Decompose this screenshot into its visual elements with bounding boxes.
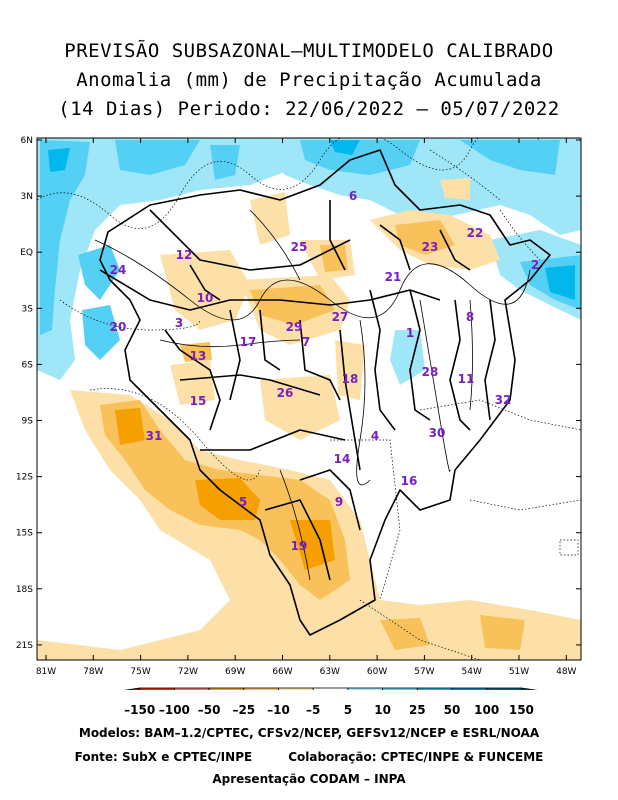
basin-label: 20 — [110, 320, 127, 334]
basin-label: 22 — [467, 226, 484, 240]
legend-swatch — [139, 687, 175, 690]
legend-tick-label: –150 — [124, 703, 156, 717]
legend-swatch — [173, 687, 210, 690]
legend-tick-label: –10 — [267, 703, 290, 717]
latitude-label: 6N — [21, 136, 33, 146]
longitude-label: 75W — [130, 667, 150, 677]
positive-anomaly-strong — [48, 140, 575, 300]
basin-label: 26 — [277, 386, 294, 400]
basin-label: 25 — [291, 240, 308, 254]
latitude-label: 12S — [16, 473, 33, 483]
precipitation-anomaly-map: 1 2 3 4 5 6 7 8 9 10 11 12 13 14 15 16 1… — [16, 136, 582, 690]
basin-label: 8 — [466, 310, 474, 324]
footer-source: Fonte: SubX e CPTEC/INPE — [74, 750, 253, 764]
legend-swatch — [312, 687, 349, 690]
basin-label: 23 — [422, 240, 439, 254]
basin-label: 3 — [175, 316, 183, 330]
basin-label: 29 — [286, 320, 303, 334]
map-title-line1: PREVISÃO SUBSAZONAL–MULTIMODELO CALIBRAD… — [64, 40, 554, 62]
basin-label: 14 — [334, 452, 351, 466]
map-title-line3: (14 Dias) Periodo: 22/06/2022 – 05/07/20… — [58, 98, 560, 120]
latitude-label: 9S — [22, 417, 34, 427]
footer-collaboration: Colaboração: CPTEC/INPE & FUNCEME — [288, 750, 544, 764]
latitude-label: 6S — [22, 360, 34, 370]
basin-label: 4 — [371, 429, 379, 443]
footer-credits: Fonte: SubX e CPTEC/INPE Colaboração: CP… — [0, 750, 618, 764]
basin-label: 1 — [406, 326, 414, 340]
legend-tick-label: 5 — [343, 703, 353, 717]
river-network — [94, 209, 531, 581]
basin-label: 7 — [302, 335, 310, 349]
basin-label: 10 — [197, 291, 214, 305]
axis-ticks — [37, 138, 581, 660]
longitude-label: 78W — [83, 667, 103, 677]
longitude-label: 54W — [462, 667, 482, 677]
longitude-label: 57W — [414, 667, 434, 677]
latitude-label: 3S — [22, 304, 34, 314]
basin-label: 30 — [429, 426, 446, 440]
legend-swatch — [347, 687, 383, 690]
legend-swatch — [486, 687, 522, 690]
basin-label: 11 — [458, 372, 475, 386]
latitude-label: 21S — [16, 641, 33, 651]
basin-label: 9 — [335, 495, 343, 509]
political-borders — [37, 138, 581, 660]
basin-label: 15 — [190, 394, 207, 408]
basin-label: 16 — [401, 474, 418, 488]
basin-label: 5 — [239, 495, 247, 509]
longitude-label: 66W — [272, 667, 292, 677]
map-title-line2: Anomalia (mm) de Precipitação Acumulada — [76, 69, 542, 91]
legend-tick-label: 10 — [374, 703, 391, 717]
longitude-labels: 81W 78W 75W 72W 69W 66W 63W 60W 57W 54W 51W 48W — [36, 667, 577, 677]
latitude-label: 15S — [16, 529, 33, 539]
basin-label: 27 — [332, 310, 349, 324]
latitude-label: 3N — [21, 192, 33, 202]
longitude-label: 60W — [367, 667, 387, 677]
basin-labels: 1 2 3 4 5 6 7 8 9 10 11 12 13 14 15 16 1… — [110, 189, 540, 553]
legend-swatch — [416, 687, 453, 690]
legend-swatch — [451, 687, 488, 690]
basin-label: 17 — [240, 335, 257, 349]
legend-tick-label: –50 — [197, 703, 221, 717]
basin-label: 12 — [176, 248, 193, 262]
legend-tick-label: –100 — [158, 703, 190, 717]
color-legend-bar — [123, 687, 538, 690]
basin-label: 13 — [190, 349, 207, 363]
legend-tick-label: 150 — [508, 703, 534, 717]
longitude-label: 72W — [178, 667, 198, 677]
longitude-label: 51W — [509, 667, 529, 677]
longitude-label: 81W — [36, 667, 56, 677]
longitude-label: 69W — [225, 667, 245, 677]
basin-boundaries — [99, 149, 551, 636]
legend-tick-label: 50 — [443, 703, 461, 717]
legend-tick-label: 25 — [408, 703, 426, 717]
footer-presentation: Apresentação CODAM – INPA — [212, 772, 406, 786]
legend-swatch — [521, 687, 538, 690]
legend-tick-label: –25 — [232, 703, 256, 717]
legend-tick-label: –5 — [306, 703, 321, 717]
basin-label: 2 — [531, 258, 539, 272]
basin-label: 6 — [349, 189, 357, 203]
latitude-labels: 6N 3N EQ 3S 6S 9S 12S 15S 18S 21S — [16, 136, 33, 651]
map-frame — [36, 137, 582, 661]
legend-swatch — [123, 687, 141, 690]
basin-label: 31 — [146, 429, 163, 443]
longitude-label: 63W — [320, 667, 340, 677]
basin-label: 18 — [342, 372, 359, 386]
latitude-label: EQ — [20, 248, 33, 258]
legend-tick-label: 100 — [474, 703, 500, 717]
legend-swatch — [243, 687, 279, 690]
footer-models: Modelos: BAM–1.2/CPTEC, CFSv2/NCEP, GEFS… — [78, 726, 540, 740]
legend-swatch — [278, 687, 314, 690]
basin-label: 24 — [110, 263, 127, 277]
latitude-label: 18S — [16, 585, 33, 595]
legend-swatch — [382, 687, 418, 690]
basin-label: 19 — [291, 539, 308, 553]
basin-label: 21 — [385, 270, 402, 284]
longitude-label: 48W — [556, 667, 576, 677]
basin-label: 32 — [495, 393, 512, 407]
basin-label: 28 — [422, 365, 439, 379]
legend-swatch — [208, 687, 245, 690]
